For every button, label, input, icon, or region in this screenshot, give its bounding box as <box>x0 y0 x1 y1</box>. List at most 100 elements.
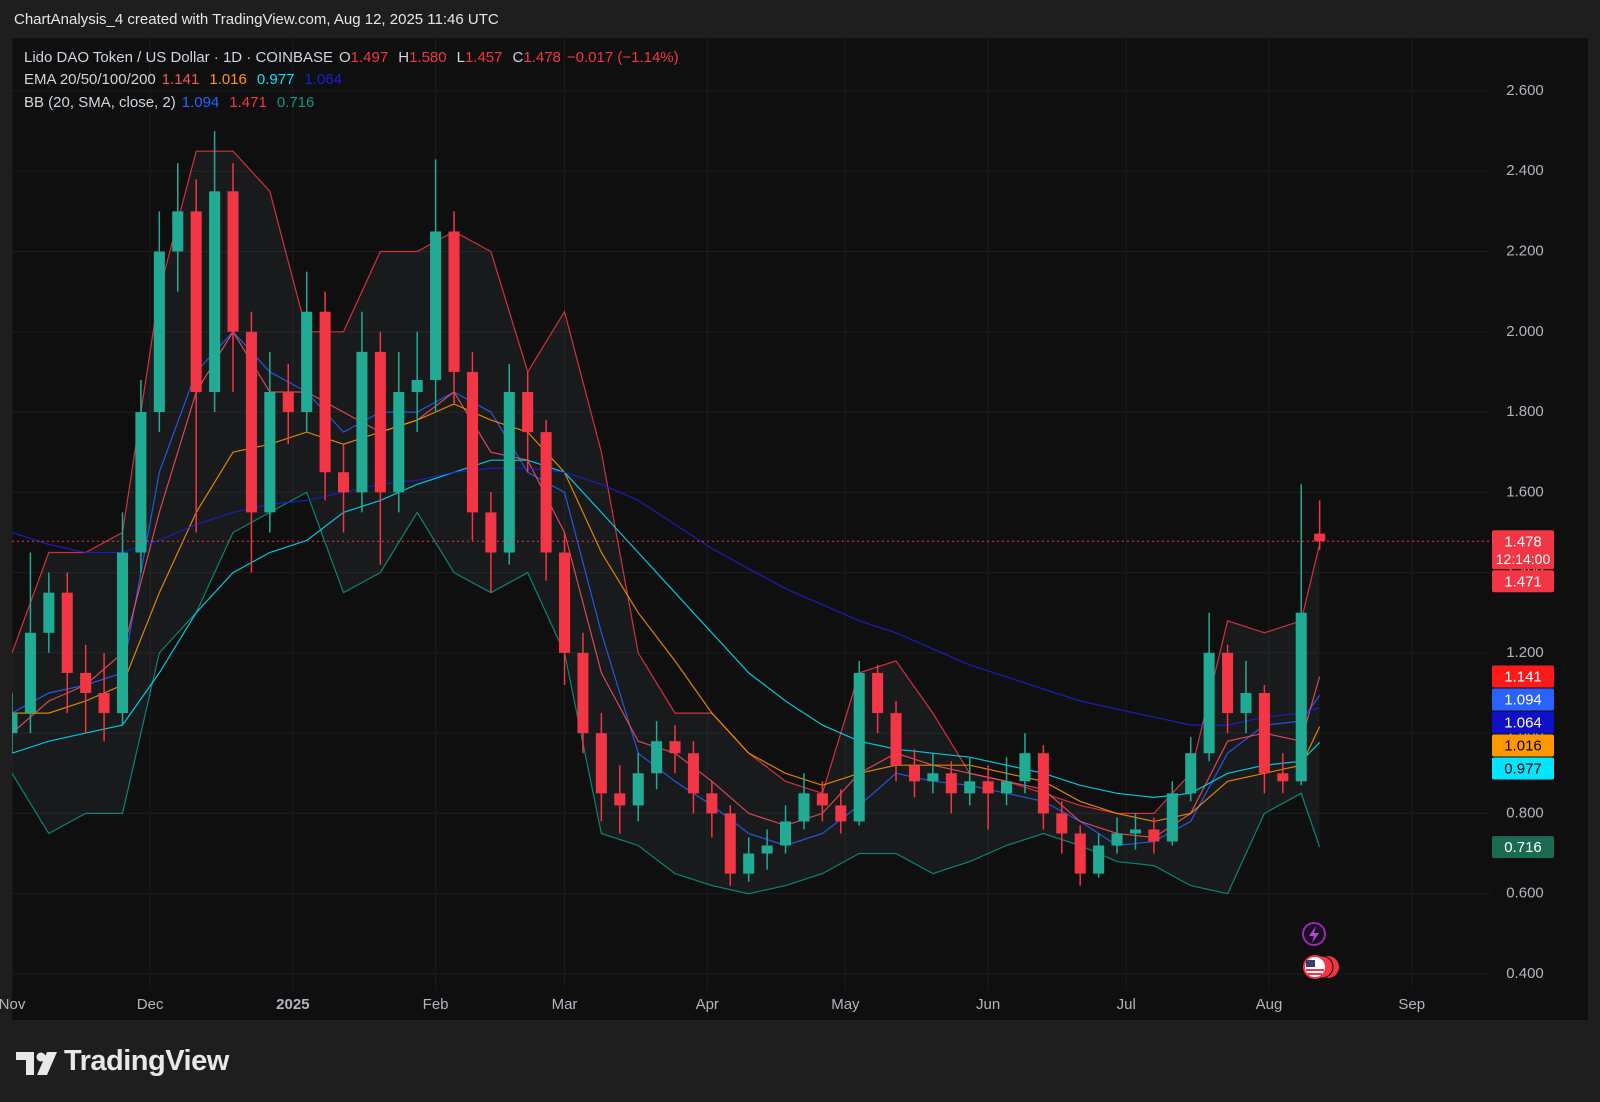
candle-body <box>209 191 221 392</box>
change: −0.017 (−1.14%) <box>566 49 679 66</box>
chart-panel <box>12 38 1588 1020</box>
legend-bb: BB (20, SMA, close, 2) 1.094 1.471 0.716 <box>24 94 314 111</box>
price-tag-label: 1.094 <box>1504 692 1542 709</box>
ohlc-legend: O1.497 H1.580 L1.457 C1.478 <box>339 49 561 66</box>
price-tag-label: 1.016 <box>1504 738 1542 755</box>
y-tick-label: 1.800 <box>1506 403 1544 420</box>
candle-body <box>743 853 755 874</box>
candle-body <box>393 391 405 493</box>
candle-body <box>1056 813 1068 834</box>
candle-body <box>301 311 313 413</box>
y-tick-label: 2.600 <box>1506 82 1544 99</box>
candle-body <box>1185 753 1197 794</box>
bb-label: BB (20, SMA, close, 2) <box>24 94 176 111</box>
candle-body <box>98 693 110 714</box>
candle-body <box>1203 652 1215 754</box>
ema-line <box>12 467 1320 726</box>
candle-body <box>12 713 18 734</box>
price-tag <box>1492 836 1554 859</box>
ohlc-value: 1.457 <box>464 49 503 66</box>
ohlc-value: 1.478 <box>523 49 561 66</box>
candle-body <box>466 371 478 513</box>
y-tick-label: 0.800 <box>1506 804 1544 821</box>
candle-body <box>61 592 73 673</box>
price-tag <box>1492 688 1554 711</box>
y-tick-label: 2.200 <box>1506 242 1544 259</box>
y-tick-label: 2.400 <box>1506 162 1544 179</box>
candle-body <box>522 391 534 433</box>
x-tick-label: Sep <box>1398 996 1425 1013</box>
candle-body <box>1074 833 1086 874</box>
ohlc-key: O <box>339 49 351 66</box>
y-tick-label: 1.200 <box>1506 644 1544 661</box>
candle-body <box>1111 833 1123 846</box>
plot-area <box>12 131 1326 895</box>
candle-body <box>908 765 920 782</box>
candle-body <box>1037 753 1049 814</box>
candle-body <box>927 773 939 782</box>
candle-body <box>1019 753 1031 782</box>
candle-body <box>172 211 184 252</box>
candle-body <box>411 379 423 392</box>
legend-symbol: Lido DAO Token / US Dollar · 1D · COINBA… <box>24 49 679 66</box>
candle-body <box>1258 693 1270 774</box>
candle-body <box>706 793 718 814</box>
ema-line <box>12 403 1321 823</box>
logo-part <box>36 1052 46 1062</box>
candle-body <box>1001 781 1013 794</box>
price-tag <box>1492 757 1554 780</box>
x-tick-label: Jul <box>1117 996 1136 1013</box>
bb-line <box>12 491 1321 895</box>
flag-canton <box>1306 960 1315 967</box>
candle-body <box>853 672 865 822</box>
ohlc-key: C <box>512 49 524 66</box>
price-tag <box>1492 530 1554 570</box>
candle-body <box>632 773 644 806</box>
price-tag-label: 0.716 <box>1504 839 1542 856</box>
bb-fill <box>12 151 1320 894</box>
candle-body <box>540 432 552 553</box>
candle-body <box>669 741 681 754</box>
candle-body <box>43 592 55 633</box>
x-tick-label: 2025 <box>276 996 309 1013</box>
x-tick-label: Nov <box>0 996 26 1013</box>
countdown: 12:14:00 <box>1496 551 1551 567</box>
candle-body <box>116 552 129 714</box>
x-tick-label: Mar <box>552 996 578 1013</box>
candle-body <box>1314 533 1326 542</box>
axes: 0.4000.6000.8001.0001.2001.4001.6001.800… <box>0 82 1554 1013</box>
event-icons <box>1302 922 1339 979</box>
candle-body <box>651 741 663 774</box>
candle-body <box>356 351 368 493</box>
logo-part <box>37 1052 57 1075</box>
candle-body <box>595 733 607 794</box>
ohlc-key: H <box>398 49 410 66</box>
candle-body <box>1222 652 1234 714</box>
logo-part <box>16 1052 34 1075</box>
y-tick-label: 2.000 <box>1506 323 1544 340</box>
candle-body <box>430 231 442 380</box>
attribution: ChartAnalysis_4 created with TradingView… <box>14 11 499 28</box>
ohlc-value: 1.580 <box>409 49 447 66</box>
candle-body <box>24 632 36 714</box>
candle-body <box>245 331 257 513</box>
candle-body <box>153 251 165 413</box>
candle-body <box>1129 829 1141 834</box>
candle-body <box>227 191 239 332</box>
ohlc-value: 1.497 <box>350 49 389 66</box>
candle-body <box>1295 612 1307 782</box>
bb-value: 1.094 <box>181 94 220 111</box>
price-tag-label: 0.977 <box>1504 761 1542 778</box>
candle-body <box>1240 693 1252 714</box>
candle-body <box>872 672 884 714</box>
legend-ema: EMA 20/50/100/200 1.141 1.016 0.977 1.064 <box>24 71 342 88</box>
x-tick-label: Dec <box>137 996 164 1013</box>
price-tag <box>1492 570 1554 593</box>
ema-values: 1.141 1.016 0.977 1.064 <box>162 71 342 88</box>
candle-body <box>282 391 294 413</box>
candle-body <box>890 713 902 766</box>
symbol-title: Lido DAO Token / US Dollar · 1D · COINBA… <box>24 49 333 66</box>
candle-body <box>1166 793 1178 842</box>
bb-value: 0.716 <box>276 94 315 111</box>
price-tag-label: 1.471 <box>1504 573 1542 590</box>
